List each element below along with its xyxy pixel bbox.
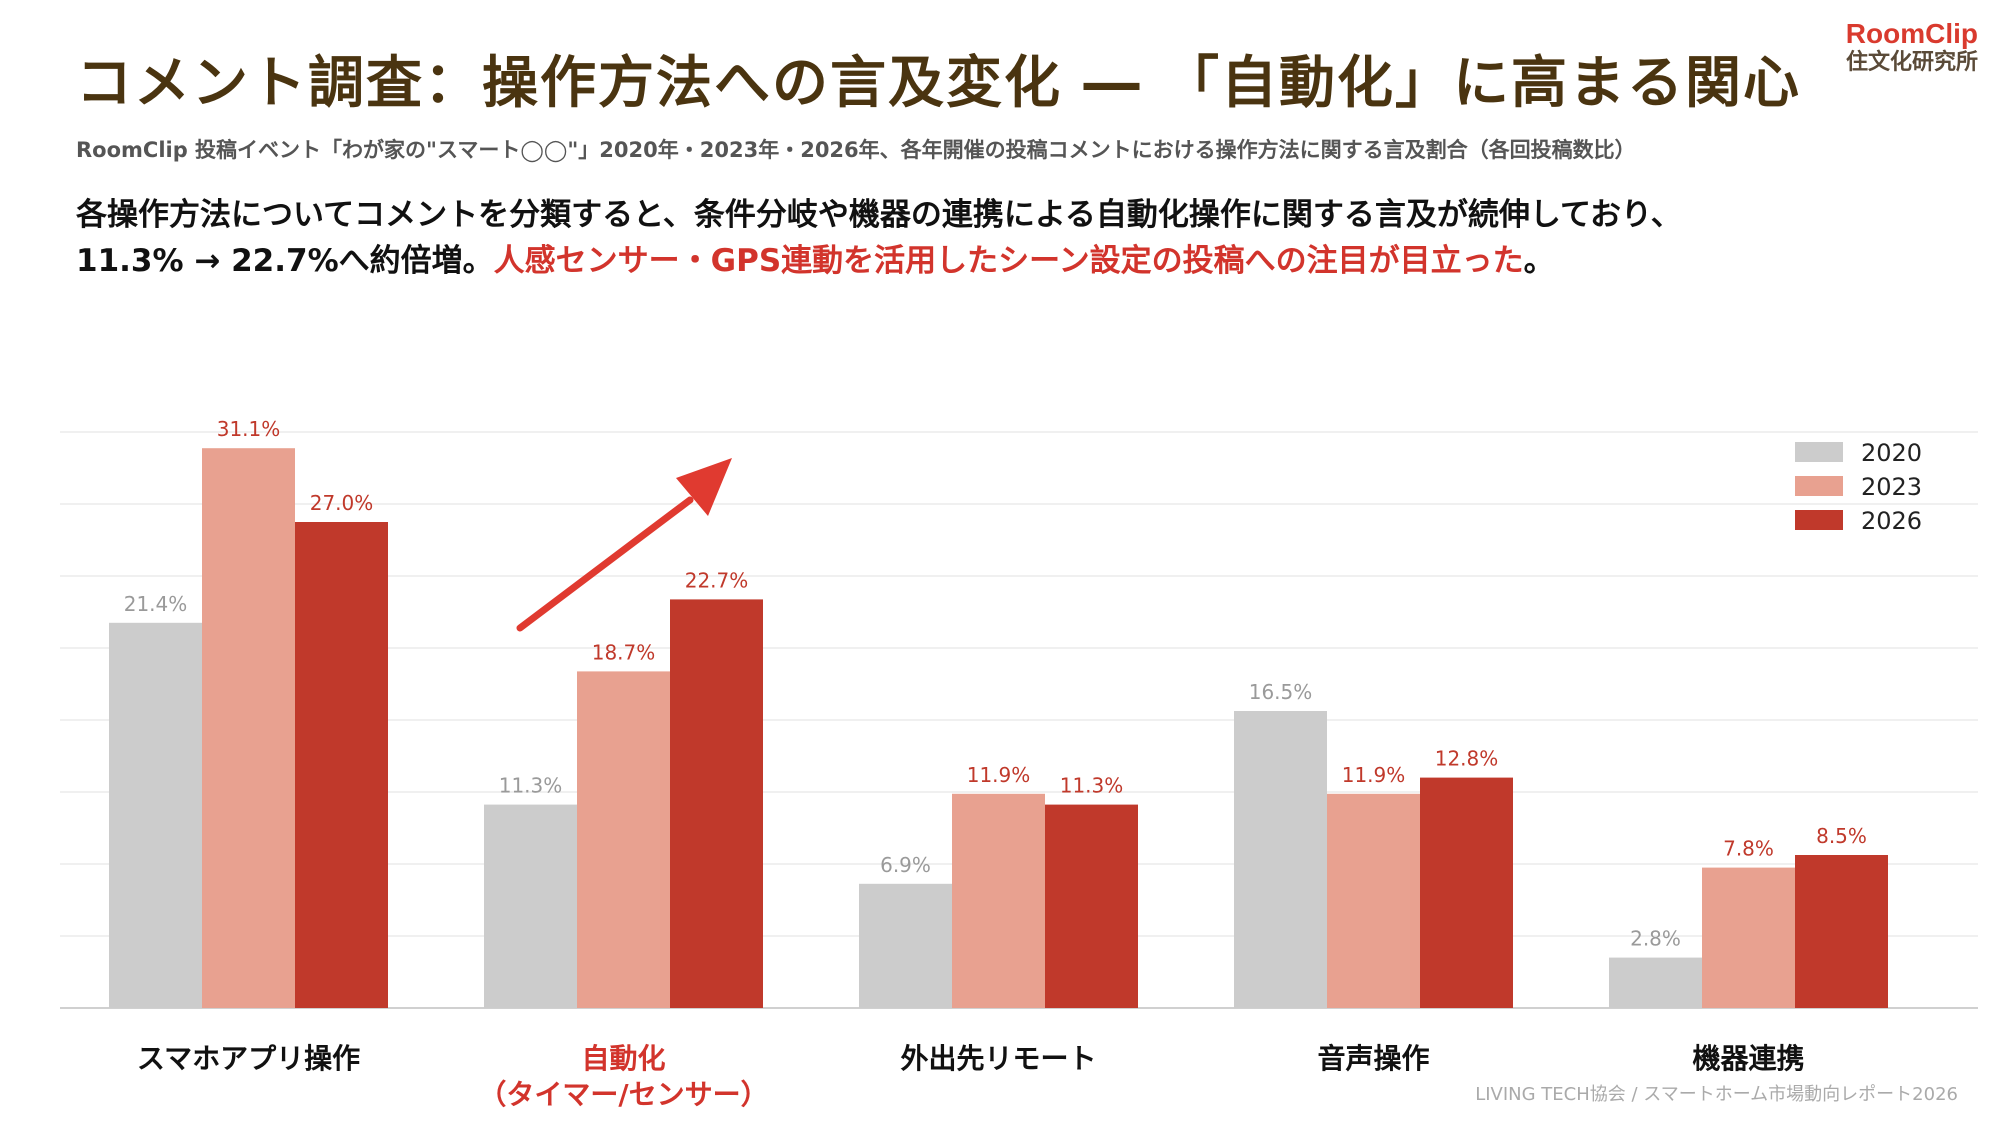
data-label: 27.0% [310, 491, 374, 515]
bar-2020-1 [484, 804, 577, 1008]
data-label: 6.9% [880, 853, 931, 877]
category-label: 自動化 [581, 1042, 665, 1075]
data-label: 21.4% [124, 592, 188, 616]
chart-subtitle: RoomClip 投稿イベント「わが家の"スマート◯◯"」2020年・2023年… [76, 138, 1636, 162]
data-label: 11.9% [1342, 763, 1406, 787]
category-label: 音声操作 [1317, 1042, 1429, 1075]
bar-2023-3 [1327, 793, 1420, 1008]
data-label: 2.8% [1630, 927, 1681, 951]
bar-2026-1 [670, 599, 763, 1008]
bar-2026-2 [1045, 804, 1138, 1008]
page-title: コメント調査：操作方法への言及変化 ― 「自動化」に高まる関心 [76, 51, 1801, 116]
description-end: 。 [1523, 243, 1555, 279]
legend-swatch-2026 [1795, 510, 1843, 530]
bar-2020-0 [109, 622, 202, 1008]
bar-2026-3 [1420, 777, 1513, 1008]
data-label: 8.5% [1816, 824, 1867, 848]
data-label: 22.7% [685, 568, 749, 592]
logo: RoomClip 住文化研究所 [1846, 18, 1978, 75]
legend-label-2020: 2020 [1861, 439, 1922, 467]
description-line-1: 各操作方法についてコメントを分類すると、条件分岐や機器の連携による自動化操作に関… [76, 197, 1682, 233]
bar-2023-4 [1702, 867, 1795, 1008]
bar-2023-0 [202, 448, 295, 1008]
logo-lab: 住文化研究所 [1845, 50, 1978, 76]
category-label: 機器連携 [1692, 1042, 1804, 1075]
logo-brand: RoomClip [1845, 18, 1978, 49]
trend-arrow-shaft [516, 496, 694, 632]
category-label: （タイマー/センサー） [478, 1078, 768, 1111]
data-label: 16.5% [1249, 680, 1313, 704]
footer-credit: LIVING TECH協会 / スマートホーム市場動向レポート2026 [1475, 1084, 1958, 1105]
legend-swatch-2023 [1795, 476, 1843, 496]
legend-label-2026: 2026 [1861, 507, 1922, 535]
bar-2020-2 [859, 883, 952, 1008]
trend-arrow-head [676, 458, 732, 516]
description: 各操作方法についてコメントを分類すると、条件分岐や機器の連携による自動化操作に関… [76, 192, 1682, 284]
bar-2026-4 [1795, 855, 1888, 1008]
category-label: 外出先リモート [900, 1042, 1096, 1075]
description-highlight: 人感センサー・GPS連動を活用したシーン設定の投稿への注目が目立った [493, 243, 1524, 279]
data-label: 11.3% [499, 774, 563, 798]
bar-2020-4 [1609, 957, 1702, 1008]
description-line-2: 11.3% → 22.7%へ約倍増。人感センサー・GPS連動を活用したシーン設定… [76, 238, 1682, 284]
legend-label-2023: 2023 [1861, 473, 1922, 501]
data-label: 12.8% [1435, 747, 1499, 771]
data-label: 18.7% [592, 640, 656, 664]
bar-2023-1 [577, 671, 670, 1008]
bar-2023-2 [952, 793, 1045, 1008]
legend-swatch-2020 [1795, 442, 1843, 462]
data-label: 11.3% [1060, 774, 1124, 798]
category-label: スマホアプリ操作 [137, 1042, 360, 1075]
bar-2026-0 [295, 522, 388, 1008]
description-plain: 11.3% → 22.7%へ約倍増。 [76, 243, 494, 279]
data-label: 7.8% [1723, 837, 1774, 861]
bar-2020-3 [1234, 711, 1327, 1008]
data-label: 11.9% [967, 763, 1031, 787]
data-label: 31.1% [217, 417, 281, 441]
